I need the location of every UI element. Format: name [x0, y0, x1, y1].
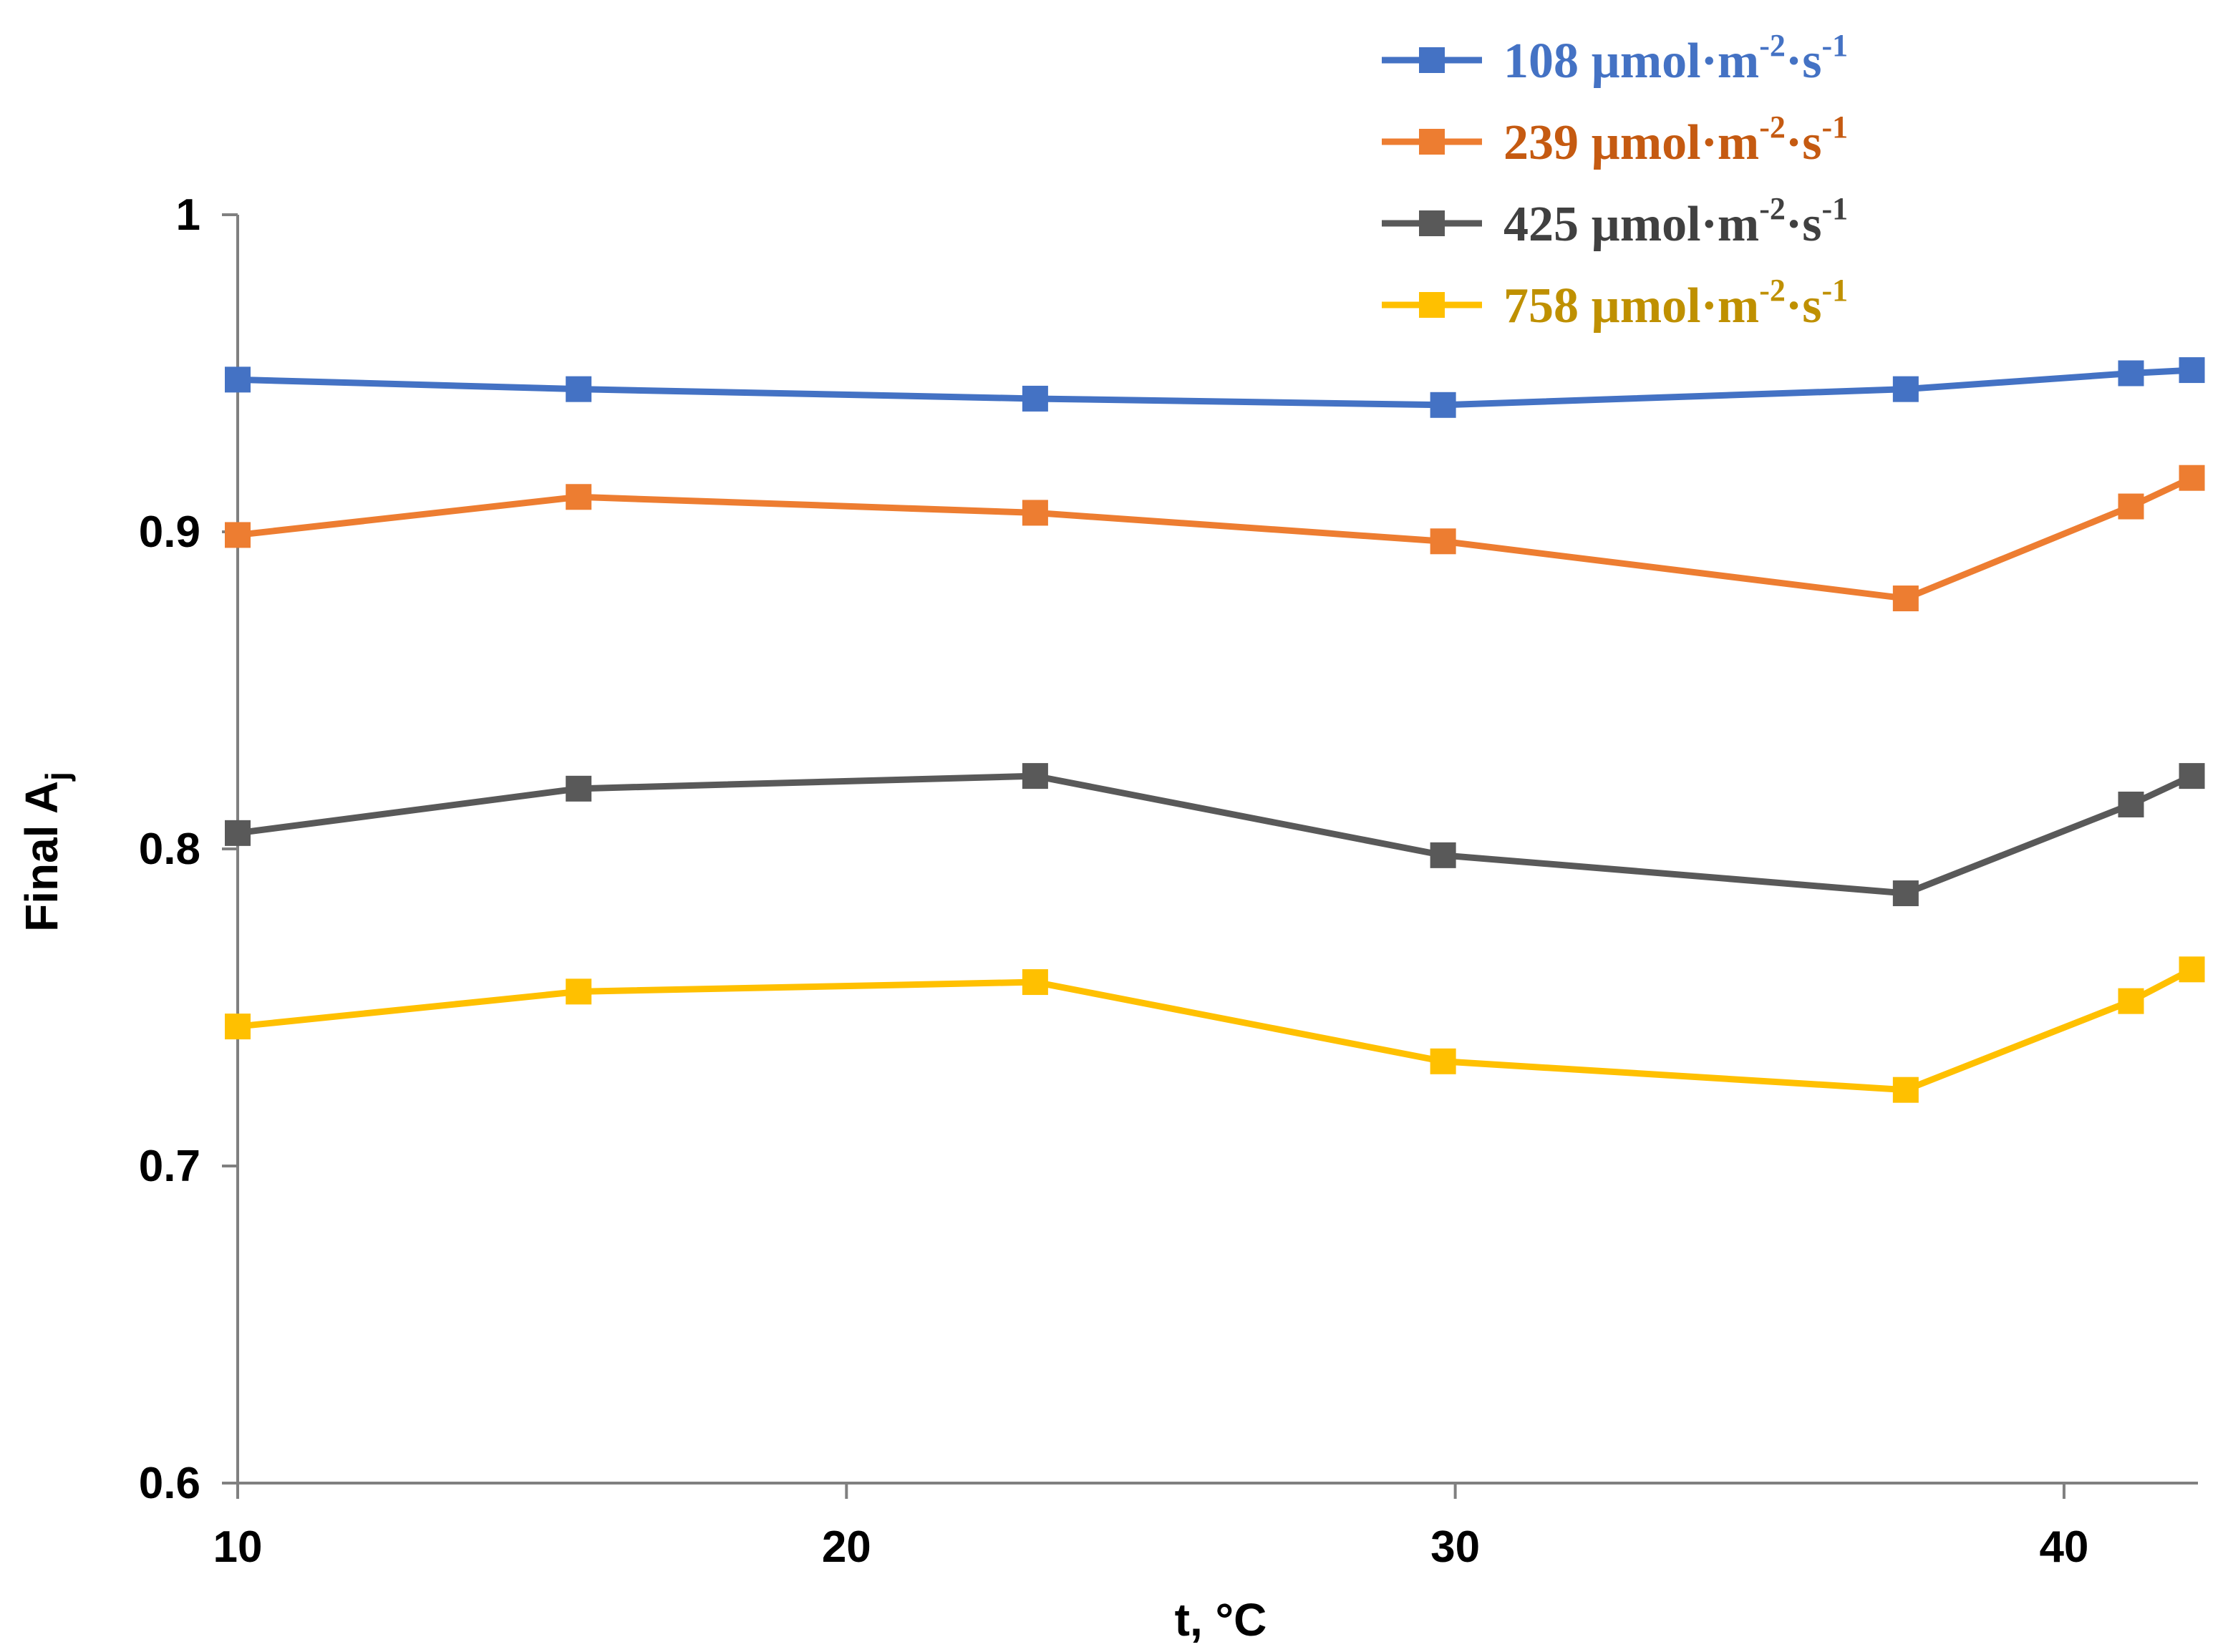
- legend-entry-2: 239 µmol·m-2·s-1: [1382, 110, 1848, 170]
- data-point: [566, 775, 592, 802]
- data-point: [1892, 1077, 1919, 1103]
- data-point: [2118, 360, 2144, 387]
- data-point: [1892, 880, 1919, 907]
- legend-label-sup: -1: [1822, 273, 1849, 308]
- legend-entry-4: 758 µmol·m-2·s-1: [1382, 273, 1848, 334]
- data-point: [225, 366, 251, 393]
- data-point: [225, 1014, 251, 1040]
- x-tick-label: 10: [213, 1522, 263, 1572]
- data-point: [2179, 357, 2205, 384]
- data-point: [1022, 969, 1048, 996]
- legend-marker: [1419, 292, 1445, 318]
- legend-label-main: 425 µmol·m: [1503, 197, 1759, 252]
- x-tick-label: 20: [822, 1522, 871, 1572]
- data-point: [2179, 763, 2205, 789]
- data-point: [1022, 500, 1048, 526]
- series-2: [225, 465, 2205, 612]
- y-axis-title: Final Aj: [16, 772, 76, 932]
- legend-entry-3: 425 µmol·m-2·s-1: [1382, 191, 1848, 252]
- series-layer: [225, 357, 2205, 1103]
- series-line: [237, 966, 2194, 1094]
- legend-label-unit: ·s: [1786, 34, 1822, 89]
- data-point: [2118, 791, 2144, 817]
- y-tick-label: 0.8: [139, 825, 200, 874]
- axes: [222, 213, 2198, 1499]
- data-point: [566, 484, 592, 510]
- y-tick-label: 0.9: [139, 507, 200, 557]
- x-tick-label: 30: [1430, 1522, 1480, 1572]
- series-4: [225, 956, 2205, 1103]
- data-point: [1892, 586, 1919, 612]
- legend-label-unit: ·s: [1786, 278, 1822, 334]
- legend-label-main: 108 µmol·m: [1503, 34, 1759, 89]
- x-axis-title: t, °C: [1175, 1594, 1267, 1646]
- legend-label: 425 µmol·m-2·s-1: [1503, 191, 1848, 252]
- legend-label-sup: -1: [1822, 191, 1849, 226]
- data-point: [2179, 465, 2205, 491]
- legend-marker: [1419, 47, 1445, 73]
- data-point: [2179, 956, 2205, 983]
- data-point: [1430, 528, 1456, 555]
- series-line: [237, 475, 2194, 602]
- y-tick-label: 0.6: [139, 1459, 200, 1508]
- legend-label-sup: -1: [1822, 110, 1849, 145]
- data-point: [1430, 842, 1456, 868]
- y-axis-title-main: Final A: [16, 781, 67, 932]
- y-tick-label: 1: [176, 190, 200, 240]
- y-axis-title-subscript: j: [39, 772, 76, 782]
- legend-marker: [1419, 210, 1445, 236]
- x-tick-label: 40: [2039, 1522, 2088, 1572]
- legend-entry-1: 108 µmol·m-2·s-1: [1382, 28, 1848, 89]
- data-point: [225, 820, 251, 846]
- series-3: [225, 763, 2205, 907]
- legend-label-unit: ·s: [1786, 197, 1822, 252]
- data-point: [225, 522, 251, 548]
- data-point: [1022, 763, 1048, 789]
- legend-label-main: 758 µmol·m: [1503, 278, 1759, 334]
- data-point: [2118, 988, 2144, 1014]
- series-line: [237, 772, 2194, 897]
- legend-label-sup: -2: [1759, 28, 1786, 63]
- data-point: [1430, 1048, 1456, 1074]
- data-point: [566, 376, 592, 402]
- tick-labels: 0.6 0.7 0.8 0.9 1 10 20 30 40: [139, 190, 2089, 1572]
- legend-label-unit: ·s: [1786, 115, 1822, 170]
- legend-label-sup: -2: [1759, 110, 1786, 145]
- data-point: [566, 978, 592, 1005]
- data-point: [1022, 385, 1048, 412]
- legend-label: 758 µmol·m-2·s-1: [1503, 273, 1848, 334]
- data-point: [1892, 376, 1919, 402]
- legend-label-sup: -2: [1759, 191, 1786, 226]
- legend-marker: [1419, 129, 1445, 155]
- data-point: [2118, 493, 2144, 520]
- legend-label-sup: -1: [1822, 28, 1849, 63]
- legend-label-main: 239 µmol·m: [1503, 115, 1759, 170]
- y-tick-label: 0.7: [139, 1142, 200, 1191]
- legend-label: 108 µmol·m-2·s-1: [1503, 28, 1848, 89]
- legend-label: 239 µmol·m-2·s-1: [1503, 110, 1848, 170]
- data-point: [1430, 392, 1456, 418]
- legend-label-sup: -2: [1759, 273, 1786, 308]
- series-1: [225, 357, 2205, 418]
